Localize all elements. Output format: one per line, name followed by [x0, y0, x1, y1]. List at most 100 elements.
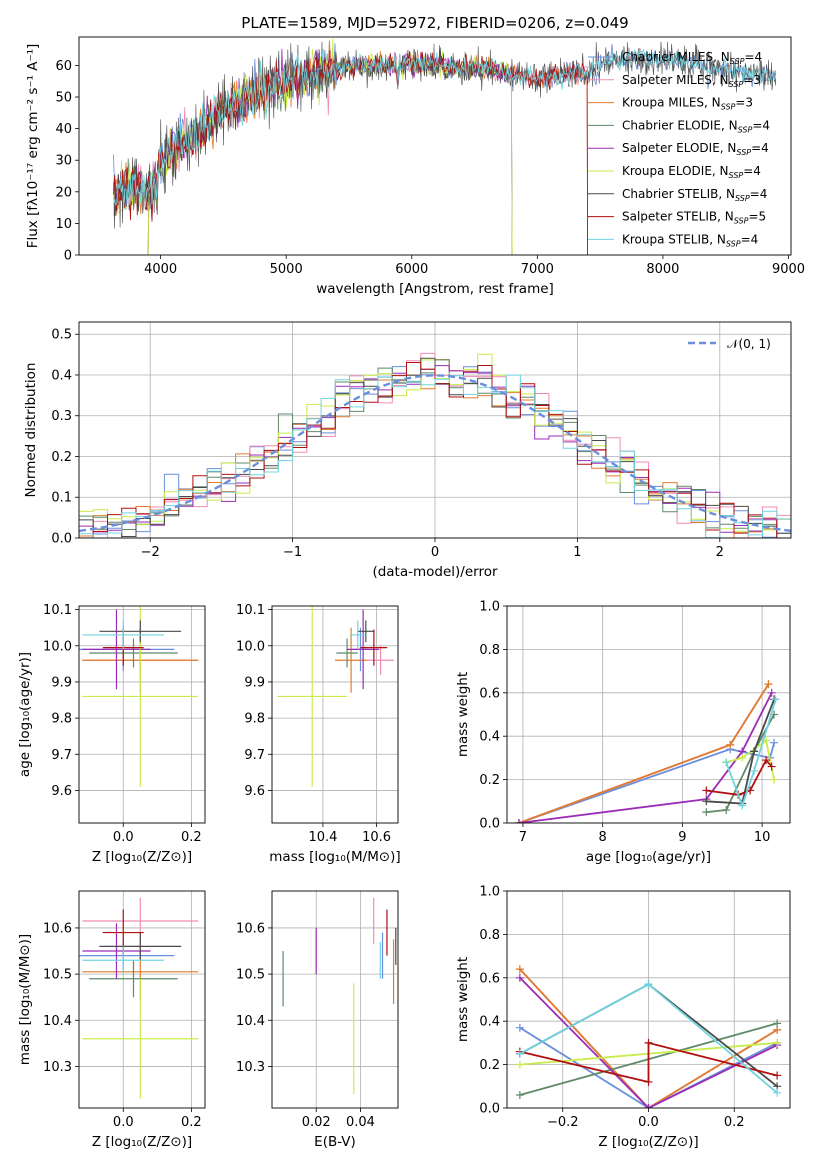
- weight_vs_Z-marker: [773, 1088, 782, 1097]
- residuals-frame: [78, 321, 792, 539]
- weight_vs_age-series-kroupa_stelib: [725, 699, 777, 809]
- residuals-xtick-label: 2: [716, 545, 724, 560]
- spectrum-ytick-label: 50: [55, 91, 72, 106]
- age_vs_Z-ytick-label: 9.8: [51, 712, 72, 727]
- spectrum-xlabel: wavelength [Angstrom, rest frame]: [316, 281, 554, 297]
- spectrum-ytick-label: 60: [55, 59, 72, 74]
- residuals-ytick-label: 0.1: [51, 491, 72, 506]
- age_vs_Z-ytick-label: 10.1: [43, 603, 72, 618]
- legend-entry: Kroupa MILES, NSSP=3: [622, 96, 753, 112]
- weight_vs_age-xtick-label: 7: [519, 830, 527, 845]
- legend-label: Salpeter ELODIE, N: [622, 141, 736, 155]
- weight_vs_Z-xtick-label: −0.2: [547, 1115, 579, 1130]
- spectrum-ylabel: Flux [fλ10⁻¹⁷ erg cm⁻² s⁻¹ A⁻¹]: [25, 44, 41, 249]
- weight_vs_Z-marker: [773, 1019, 782, 1028]
- age_vs_mass-xtick-label: 10.4: [308, 830, 337, 845]
- mass_vs_Z-ytick-label: 10.3: [43, 1060, 72, 1075]
- weight_vs_Z-marker: [644, 980, 653, 989]
- weight_vs_Z-ylabel: mass weight: [455, 957, 471, 1042]
- age_vs_mass-ytick-label: 9.8: [244, 712, 265, 727]
- weight_vs_age-marker: [702, 808, 711, 817]
- weight_vs_age-axes: 7 8 9 10 0.0 0.2 0.4 0.6 0.8 1.0 age [log₁₀(age/yr…: [455, 600, 791, 865]
- legend-entry: Chabrier MILES, NSSP=4: [622, 50, 762, 66]
- mass_vs_ebv-frame: [271, 890, 399, 1109]
- age_vs_Z-plot-area: [79, 606, 205, 823]
- weight_vs_Z-frame: [506, 890, 791, 1109]
- weight_vs_age-marker: [702, 797, 711, 806]
- spectrum-ytick-label: 40: [55, 122, 72, 137]
- residuals-axes: −2 −1 0 1 2 0.0 0.1 0.2 0.3 0.4 0.5 (data-model)/er…: [23, 321, 792, 580]
- age_vs_mass-axes: 10.4 10.6 9.6 9.7 9.8 9.9 10.0 10.1 mass [log₁₀(…: [236, 603, 401, 865]
- chart-title: PLATE=1589, MJD=52972, FIBERID=0206, z=0…: [241, 14, 628, 32]
- mass_vs_ebv-ytick-label: 10.4: [236, 1014, 265, 1029]
- weight_vs_Z-xtick-label: 0.0: [638, 1115, 659, 1130]
- legend-label: Salpeter STELIB, N: [622, 210, 734, 224]
- histogram-kroupa_stelib: [79, 374, 791, 538]
- weight_vs_Z-ytick-label: 0.0: [479, 1102, 500, 1117]
- legend-label: Chabrier ELODIE, N: [622, 118, 738, 132]
- weight_vs_Z-series-salpeter_stelib: [519, 1041, 778, 1084]
- age_vs_mass-xlabel: mass [log₁₀(M/M⊙)]: [269, 849, 400, 865]
- weight_vs_Z-marker: [515, 1060, 524, 1069]
- weight_vs_age-ytick-label: 0.4: [479, 730, 500, 745]
- spectrum-ytick-label: 30: [55, 154, 72, 169]
- weight_vs_age-marker: [767, 688, 776, 697]
- weight_vs_Z-marker: [515, 965, 524, 974]
- legend-n: =4: [743, 164, 761, 178]
- spectrum-xtick-label: 5000: [270, 262, 303, 277]
- spectrum-xtick-label: 7000: [521, 262, 554, 277]
- age_vs_mass-plot-area: [272, 606, 398, 823]
- gaussian-curve: [79, 374, 791, 533]
- spectrum-xtick-label: 6000: [395, 262, 428, 277]
- legend-n: =4: [741, 232, 759, 246]
- mass_vs_Z-ytick-label: 10.4: [43, 1014, 72, 1029]
- weight_vs_Z-marker: [515, 1090, 524, 1099]
- mass_vs_Z-ytick-label: 10.5: [43, 968, 72, 983]
- spectrum-line-salpeter_stelib: [113, 50, 588, 255]
- weight_vs_Z-ytick-label: 0.4: [479, 1015, 500, 1030]
- weight_vs_Z-plot-area: [507, 891, 790, 1108]
- weight_vs_Z-xlabel: Z [log₁₀(Z/Z⊙)]: [598, 1134, 698, 1150]
- legend-sub: SSP: [736, 148, 751, 157]
- spectrum-xtick-label: 8000: [646, 262, 679, 277]
- mass_vs_Z-frame: [78, 890, 206, 1109]
- gaussian-legend-label: 𝒩(0, 1): [727, 337, 771, 351]
- weight_vs_Z-marker: [515, 1023, 524, 1032]
- residuals-xtick-label: 1: [573, 545, 581, 560]
- residuals-xlabel: (data-model)/error: [372, 564, 498, 580]
- residuals-ytick-label: 0.4: [51, 368, 72, 383]
- weight_vs_age-series-chabrier_elodie: [706, 714, 775, 813]
- mass_vs_Z-xtick-label: 0.0: [113, 1115, 134, 1130]
- spectrum-frame: [78, 36, 792, 256]
- weight_vs_age-ytick-label: 0.6: [479, 686, 500, 701]
- legend-n: =4: [744, 50, 762, 64]
- residuals-ytick-label: 0.3: [51, 409, 72, 424]
- age_vs_mass-ytick-label: 9.7: [244, 748, 265, 763]
- weight_vs_Z-ytick-label: 0.8: [479, 928, 500, 943]
- residuals-ytick-label: 0.5: [51, 328, 72, 343]
- legend-n: =3: [743, 73, 761, 87]
- weight_vs_age-ytick-label: 0.0: [479, 817, 500, 832]
- age_vs_Z-ytick-label: 10.0: [43, 639, 72, 654]
- spectrum-xtick-label: 9000: [772, 262, 805, 277]
- residuals-xtick-label: −2: [141, 545, 160, 560]
- age_vs_Z-ytick-label: 9.9: [51, 675, 72, 690]
- legend-entry: Salpeter ELODIE, NSSP=4: [622, 141, 769, 157]
- age_vs_Z-frame: [78, 605, 206, 824]
- weight_vs_age-marker: [750, 766, 759, 775]
- legend-sub: SSP: [738, 125, 753, 134]
- legend-sub: SSP: [729, 171, 744, 180]
- weight_vs_age-marker: [738, 801, 747, 810]
- weight_vs_age-marker: [726, 740, 735, 749]
- age_vs_Z-xlabel: Z [log₁₀(Z/Z⊙)]: [92, 849, 192, 865]
- legend-entry: Chabrier STELIB, NSSP=4: [622, 187, 767, 203]
- weight_vs_age-marker: [738, 753, 747, 762]
- weight_vs_age-marker: [770, 738, 779, 747]
- weight_vs_age-marker: [767, 762, 776, 771]
- weight_vs_Z-axes: −0.2 0.0 0.2 0.0 0.2 0.4 0.6 0.8 1.0 Z [log₁₀(Z/Z…: [455, 885, 791, 1150]
- weight_vs_age-ylabel: mass weight: [455, 672, 471, 757]
- weight_vs_Z-ytick-label: 0.2: [479, 1058, 500, 1073]
- weight_vs_age-marker: [722, 758, 731, 767]
